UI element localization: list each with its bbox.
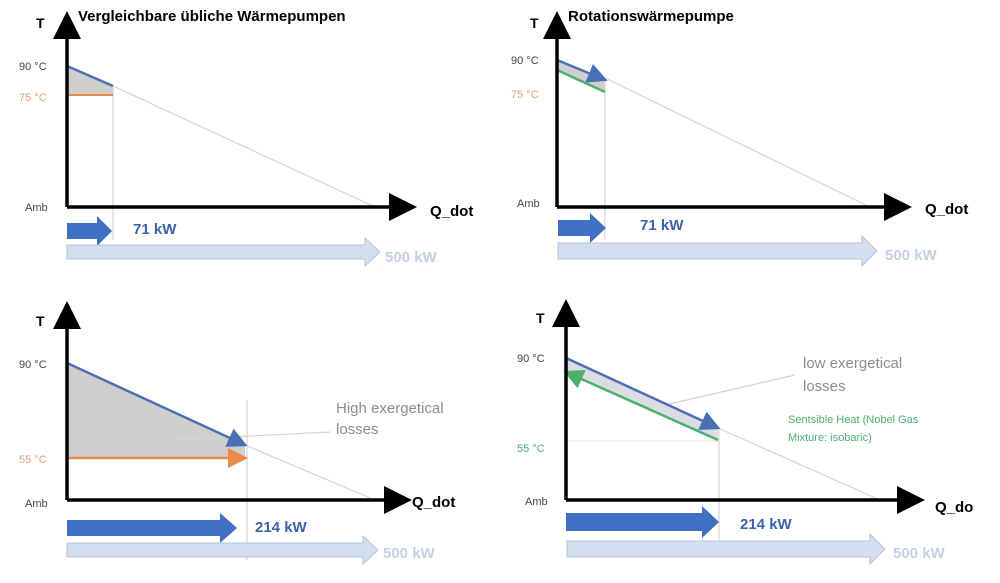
source-line — [604, 77, 871, 208]
annotation-pointer — [169, 431, 331, 441]
x-axis-label: Q_dot — [925, 201, 968, 218]
t-low-label: 55 °C — [517, 443, 545, 455]
amb-label: Amb — [25, 498, 48, 510]
y-axis-label: T — [530, 15, 539, 31]
panel-title: Rotationswärmepumpe — [568, 8, 734, 25]
source-line — [112, 85, 376, 208]
exergy-loss-area — [566, 358, 718, 440]
panel-rotation-71kw: Rotationswärmepumpe T 90 °C 75 °C Amb Q_… — [511, 8, 968, 268]
annotation-line1: low exergetical — [803, 355, 902, 372]
power-arrow — [558, 213, 606, 243]
exergy-loss-area — [67, 363, 245, 458]
amb-label: Amb — [517, 198, 540, 210]
amb-label: Amb — [525, 496, 548, 508]
source-line — [244, 444, 376, 501]
x-axis-label: Q_dot — [412, 494, 455, 511]
power-label: 214 kW — [740, 516, 793, 533]
total-label: 500 kW — [885, 247, 938, 264]
gas-line — [563, 369, 719, 442]
x-axis-label: Q_dot — [430, 203, 473, 220]
t-high-label: 90 °C — [511, 55, 539, 67]
total-label: 500 kW — [383, 545, 436, 562]
total-label: 500 kW — [893, 545, 946, 562]
amb-label: Amb — [25, 202, 48, 214]
annotation-line2: losses — [803, 378, 846, 395]
y-axis-label: T — [536, 310, 545, 326]
total-arrow — [66, 534, 379, 566]
hot-line — [556, 58, 608, 83]
annotation-line1: High exergetical — [336, 400, 444, 417]
power-label: 71 kW — [640, 217, 684, 234]
panel-conventional-214kw: T 90 °C 55 °C Amb Q_dot High exergetical… — [19, 301, 455, 566]
hot-line — [66, 64, 114, 88]
source-line — [717, 427, 881, 501]
panel-title: Vergleichbare übliche Wärmepumpen — [78, 8, 346, 25]
t-high-label: 90 °C — [19, 359, 47, 371]
total-arrow — [566, 532, 886, 566]
gas-line — [556, 68, 606, 94]
t-high-label: 90 °C — [517, 353, 545, 365]
panel-rotation-214kw: T 90 °C 55 °C Amb Q_do low exergetical l… — [517, 299, 973, 566]
hot-line — [565, 356, 721, 430]
sensible-heat-line2: Mixture: isobaric) — [788, 432, 872, 444]
y-axis-label: T — [36, 15, 45, 31]
panel-conventional-71kw: Vergleichbare übliche Wärmepumpen T 90 °… — [19, 8, 473, 268]
power-arrow — [67, 513, 237, 543]
hot-line — [66, 361, 248, 447]
annotation-pointer — [664, 374, 796, 406]
t-low-label: 55 °C — [19, 454, 47, 466]
t-high-label: 90 °C — [19, 61, 47, 73]
sensible-heat-line1: Sentsible Heat (Nobel Gas — [788, 414, 919, 426]
t-low-label: 75 °C — [19, 92, 47, 104]
annotation-line2: losses — [336, 421, 379, 438]
y-axis-label: T — [36, 313, 45, 329]
power-arrow — [67, 216, 112, 246]
total-arrow — [66, 236, 381, 268]
power-label: 71 kW — [133, 221, 177, 238]
power-arrow — [566, 506, 719, 538]
total-label: 500 kW — [385, 249, 438, 266]
power-label: 214 kW — [255, 519, 308, 536]
x-axis-label: Q_do — [935, 499, 973, 516]
exergy-loss-area — [557, 60, 605, 92]
exergy-loss-area — [67, 66, 113, 95]
total-arrow — [557, 234, 878, 268]
t-low-label: 75 °C — [511, 89, 539, 101]
